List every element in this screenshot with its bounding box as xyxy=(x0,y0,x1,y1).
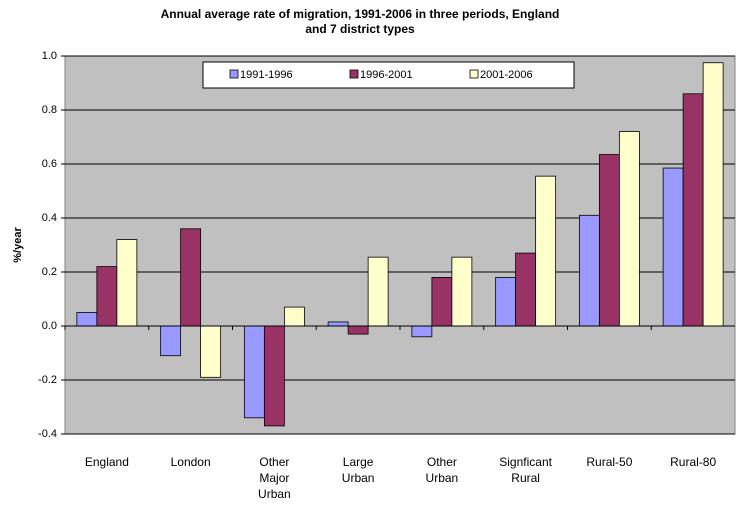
y-tick-label: -0.4 xyxy=(38,428,57,440)
bar xyxy=(682,93,704,327)
bar xyxy=(411,325,433,338)
x-tick-label: Other Urban xyxy=(426,455,459,485)
bar xyxy=(702,62,724,327)
y-tick-label: 0.8 xyxy=(42,104,57,116)
y-tick-label: 0.2 xyxy=(42,266,57,278)
x-tick-label: Other Major Urban xyxy=(258,455,291,501)
bar xyxy=(535,175,557,327)
chart-title: Annual average rate of migration, 1991-2… xyxy=(160,7,560,36)
legend: 1991-1996 1996-2001 2001-2006 xyxy=(202,61,575,89)
x-tick-label: England xyxy=(85,455,129,469)
bar xyxy=(327,321,349,327)
bar xyxy=(180,228,202,327)
x-tick-label: London xyxy=(171,455,211,469)
bar xyxy=(96,266,118,327)
x-tick-label: Signficant Rural xyxy=(499,455,552,485)
legend-swatch xyxy=(349,69,359,79)
bar xyxy=(263,325,285,427)
x-tick-label: Rural-80 xyxy=(670,455,716,469)
y-tick-label: 0.6 xyxy=(42,158,57,170)
bar xyxy=(347,325,369,335)
legend-swatch xyxy=(469,69,479,79)
bar xyxy=(515,252,537,327)
bar xyxy=(598,154,620,327)
bar xyxy=(578,214,600,327)
legend-swatch xyxy=(229,69,239,79)
y-axis-label: %/year xyxy=(12,227,24,263)
legend-label: 1991-1996 xyxy=(240,69,293,81)
legend-label: 1996-2001 xyxy=(360,69,413,81)
bar xyxy=(160,325,182,357)
bar xyxy=(451,256,473,327)
bar xyxy=(76,312,98,327)
y-tick-label: -0.2 xyxy=(38,374,57,386)
bar xyxy=(283,306,305,327)
y-tick-label: 1.0 xyxy=(42,50,57,62)
bar xyxy=(116,239,138,327)
legend-label: 2001-2006 xyxy=(480,69,533,81)
bar xyxy=(200,325,222,378)
bar xyxy=(662,167,684,327)
y-tick-label: 0.0 xyxy=(42,320,57,332)
bar xyxy=(618,131,640,327)
bar xyxy=(243,325,265,419)
bar xyxy=(367,256,389,327)
legend-box xyxy=(202,61,575,89)
bar xyxy=(495,276,517,327)
x-tick-label: Large Urban xyxy=(342,455,375,485)
y-tick-label: 0.4 xyxy=(42,212,57,224)
bar xyxy=(431,276,453,327)
x-tick-label: Rural-50 xyxy=(586,455,632,469)
